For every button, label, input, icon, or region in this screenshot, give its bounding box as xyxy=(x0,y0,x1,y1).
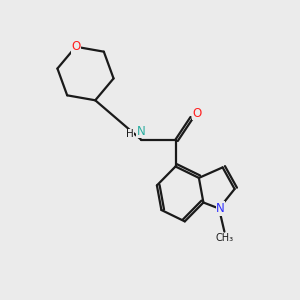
Text: H: H xyxy=(126,129,134,139)
Text: CH₃: CH₃ xyxy=(215,233,233,243)
Text: O: O xyxy=(71,40,80,53)
Text: O: O xyxy=(193,107,202,120)
Text: N: N xyxy=(216,202,225,215)
Text: N: N xyxy=(136,124,146,138)
